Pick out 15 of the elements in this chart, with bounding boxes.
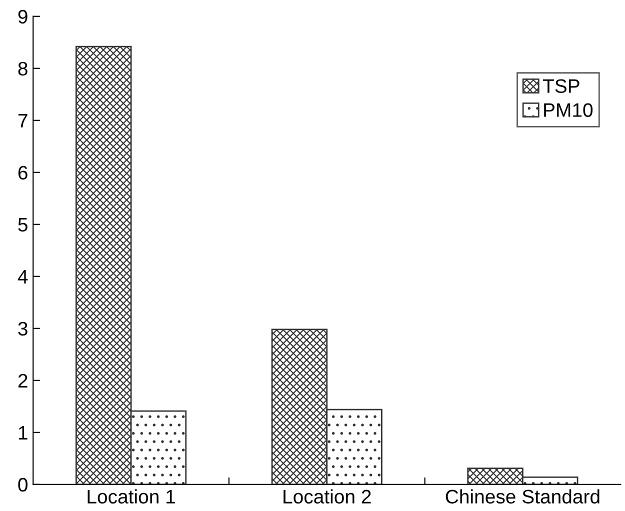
- legend-label: PM10: [544, 103, 593, 117]
- legend-label: TSP: [542, 79, 580, 93]
- y-tick-label: 7: [18, 114, 28, 128]
- y-tick-label: 1: [18, 426, 28, 440]
- x-tick-label: Location 1: [88, 489, 175, 504]
- x-tick-label: Location 2: [284, 489, 371, 504]
- y-tick-label: 6: [18, 166, 28, 180]
- y-tick-label: 4: [18, 270, 28, 284]
- y-tick-label: 8: [18, 62, 28, 76]
- y-tick-label: 3: [18, 322, 28, 336]
- y-tick-label: 0: [18, 478, 28, 492]
- x-tick-label: Chinese Standard: [446, 489, 600, 504]
- y-tick-label: 2: [18, 374, 28, 388]
- y-tick-label: 5: [18, 218, 28, 232]
- y-tick-label: 9: [18, 10, 28, 24]
